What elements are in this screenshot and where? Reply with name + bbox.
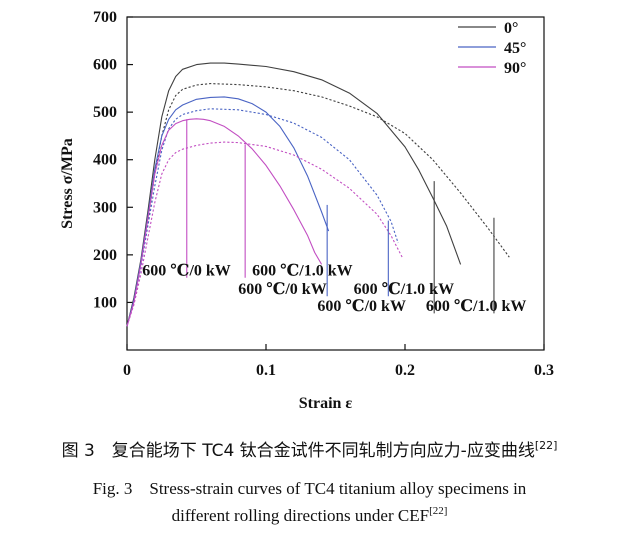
legend: 0° 45° 90°	[458, 20, 526, 77]
caption-english-ref: [22]	[429, 505, 448, 517]
condition-label-3: 600 ℃/0 kW	[238, 281, 327, 298]
condition-label-4: 600 ℃/1.0 kW	[354, 281, 455, 298]
axis-ticks: 100 200 300 400 500 600 700 0 0.1 0.2 0.3	[93, 9, 554, 379]
caption-chinese-ref: [22]	[534, 439, 558, 452]
series-line-4	[126, 108, 399, 327]
y-tick-label: 600	[93, 57, 117, 74]
y-tick-label: 200	[93, 247, 117, 264]
series-line-6	[126, 141, 403, 327]
x-tick-label: 0.3	[534, 362, 554, 379]
series-layer	[126, 62, 510, 327]
condition-label-6: 600 ℃/1.0 kW	[426, 298, 527, 315]
axis-labels: Strain ε Stress σ/MPa	[59, 138, 352, 412]
caption-chinese: 图 3 复合能场下 TC4 钛合金试件不同轧制方向应力-应变曲线[22]	[0, 436, 619, 461]
x-tick-label: 0.1	[256, 362, 276, 379]
legend-label: 45°	[504, 40, 526, 57]
plot-frame	[126, 16, 545, 351]
y-tick-label: 400	[93, 152, 117, 169]
y-axis-label: Stress σ/MPa	[59, 138, 76, 229]
stress-strain-chart: 100 200 300 400 500 600 700 0 0.1 0.2 0.3 600 ℃/0 …	[59, 9, 554, 412]
caption-english-text: different rolling directions under CEF	[171, 506, 430, 525]
legend-label: 90°	[504, 60, 526, 77]
series-line-5	[126, 118, 323, 327]
y-tick-label: 500	[93, 104, 117, 121]
legend-label: 0°	[504, 20, 518, 37]
x-axis-label: Strain ε	[299, 395, 353, 412]
condition-label-5: 600 ℃/0 kW	[317, 298, 406, 315]
y-tick-label: 700	[93, 9, 117, 26]
plot-area-border	[126, 16, 545, 351]
x-tick-label: 0	[123, 362, 131, 379]
y-tick-label: 100	[93, 294, 117, 311]
condition-label-2: 600 ℃/1.0 kW	[252, 262, 353, 279]
condition-label-1: 600 ℃/0 kW	[142, 262, 231, 279]
caption-english-line-2: different rolling directions under CEF[2…	[0, 505, 619, 526]
series-line-1	[126, 62, 462, 327]
caption-english-line-1: Fig. 3 Stress-strain curves of TC4 titan…	[92, 479, 527, 498]
fracture-markers	[186, 119, 495, 314]
caption-chinese-text: 图 3 复合能场下 TC4 钛合金试件不同轧制方向应力-应变曲线	[61, 441, 535, 461]
x-tick-label: 0.2	[395, 362, 415, 379]
y-tick-label: 300	[93, 199, 117, 216]
